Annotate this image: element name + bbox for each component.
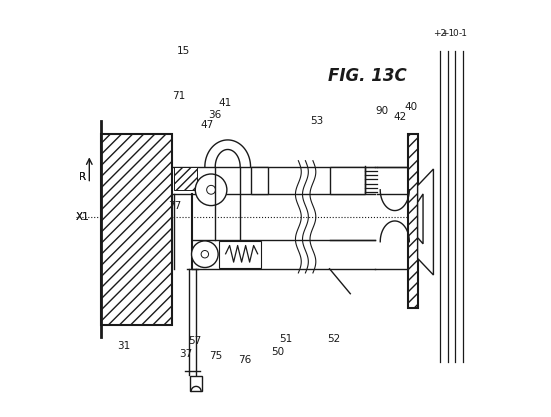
Bar — [219, 241, 261, 268]
Bar — [408, 134, 418, 308]
Text: 42: 42 — [393, 112, 407, 122]
Text: +1: +1 — [441, 29, 455, 38]
Text: 76: 76 — [237, 355, 251, 365]
Text: X1: X1 — [75, 212, 89, 222]
Text: +2: +2 — [433, 29, 446, 38]
Text: 47: 47 — [201, 121, 214, 131]
Polygon shape — [418, 169, 434, 275]
Text: 71: 71 — [172, 91, 186, 101]
Bar — [190, 376, 202, 392]
Text: 40: 40 — [404, 102, 417, 112]
Text: 77: 77 — [168, 201, 181, 211]
Circle shape — [207, 186, 215, 194]
Text: R: R — [79, 172, 86, 182]
Circle shape — [195, 174, 227, 206]
Polygon shape — [418, 194, 423, 244]
Circle shape — [192, 241, 218, 268]
Bar — [174, 167, 197, 190]
Circle shape — [201, 251, 209, 258]
Text: 90: 90 — [375, 106, 388, 116]
Bar — [408, 134, 418, 308]
Text: -1: -1 — [459, 29, 468, 38]
Text: FIG. 13C: FIG. 13C — [327, 66, 406, 85]
Text: 53: 53 — [310, 116, 323, 126]
Text: 31: 31 — [117, 341, 131, 351]
Text: 41: 41 — [218, 98, 231, 108]
Bar — [251, 167, 268, 194]
Text: 75: 75 — [209, 351, 222, 361]
Text: 51: 51 — [279, 334, 293, 344]
Text: 0: 0 — [452, 29, 458, 38]
Bar — [329, 167, 365, 194]
Bar — [101, 134, 171, 325]
Text: R: R — [79, 172, 86, 182]
Bar — [101, 134, 171, 325]
Text: 37: 37 — [180, 349, 193, 359]
Text: 36: 36 — [209, 110, 222, 120]
Text: 57: 57 — [188, 337, 201, 347]
Text: X1: X1 — [75, 212, 89, 222]
Text: 50: 50 — [271, 347, 284, 357]
Text: 15: 15 — [177, 45, 190, 55]
Text: 52: 52 — [327, 334, 341, 344]
Bar — [174, 167, 197, 190]
